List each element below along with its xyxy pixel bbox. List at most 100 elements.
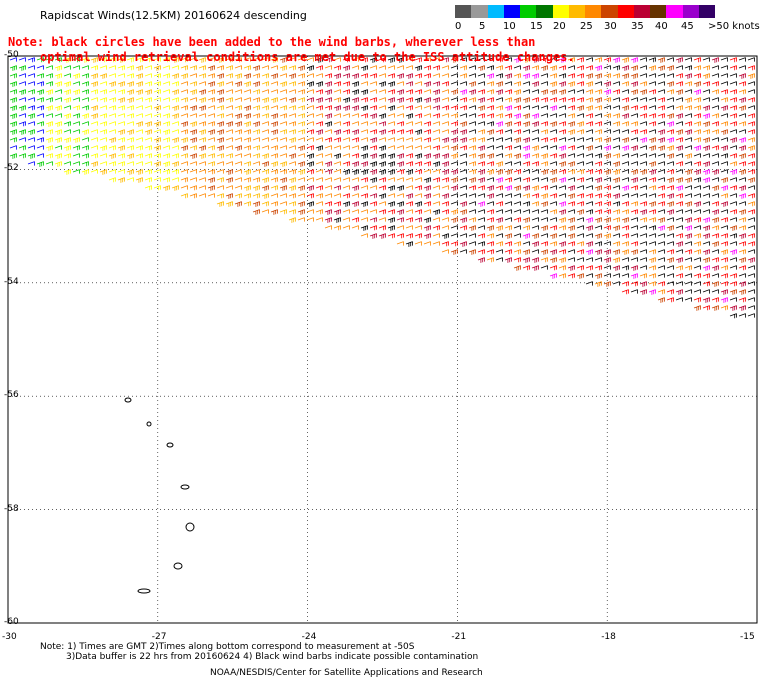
wind-barb [648,193,656,198]
wind-barb [342,169,350,175]
wind-barb [594,57,602,63]
wind-barb [747,161,755,167]
wind-barb [594,209,602,215]
wind-barb [657,265,665,270]
wind-barb [279,97,287,102]
island-outline [173,562,183,570]
legend-tick-label: 35 [631,21,644,32]
wind-barb [315,129,323,135]
wind-barb [36,153,44,158]
wind-barb [531,121,539,127]
wind-barb [234,73,242,79]
wind-barb [252,161,260,166]
wind-barb [702,121,710,127]
wind-barb [621,121,629,127]
latitude-label: -50 [4,50,19,60]
wind-barb [423,81,431,87]
wind-barb [549,169,557,175]
wind-barb [612,57,620,63]
wind-barb [225,129,233,134]
wind-barb [99,137,107,142]
wind-barb [18,145,26,151]
wind-barb [549,161,557,166]
wind-barb [162,57,170,63]
wind-barb [351,73,359,79]
wind-barb [189,81,197,87]
wind-barb [621,105,629,111]
wind-barb [648,73,656,78]
wind-barb [423,129,431,135]
wind-barb [216,81,224,87]
footer-note-line-2: 3)Data buffer is 22 hrs from 20160624 4)… [66,652,479,662]
wind-barb [279,153,287,158]
wind-barb [639,65,647,70]
wind-barb [252,185,260,191]
wind-barb [657,145,665,151]
wind-barb [315,145,323,151]
wind-barb [558,233,566,238]
wind-barb [612,65,620,71]
wind-barb [738,209,746,215]
wind-barb [711,89,719,95]
wind-barb [630,81,638,87]
wind-barb [252,121,260,127]
wind-barb [720,305,728,311]
wind-barb [99,161,107,166]
wind-barb [648,57,656,63]
wind-barb [549,97,557,103]
wind-barb [666,289,674,295]
wind-barb [18,137,26,142]
wind-barb [153,73,161,79]
wind-barb [324,201,332,207]
wind-barb [630,129,638,135]
wind-barb [243,169,251,175]
wind-barb [612,73,620,79]
wind-barb [612,257,620,263]
wind-barb [666,169,674,175]
wind-barb [648,217,656,223]
wind-barb [630,249,638,255]
wind-barb [54,137,62,143]
wind-barb [513,145,521,150]
wind-barb [576,257,584,262]
wind-barb [135,65,143,71]
wind-barb [342,225,350,230]
wind-barb [558,129,566,135]
wind-barb [567,201,575,207]
wind-barb [540,81,548,86]
wind-barb [738,105,746,111]
wind-barb [351,201,359,207]
wind-barb [90,105,98,111]
wind-barb [54,89,62,94]
wind-barb [603,193,611,199]
wind-barb [414,193,422,198]
wind-barb [333,113,341,118]
wind-barb [486,161,494,167]
wind-barb [405,137,413,142]
wind-barb [198,153,206,159]
wind-barb [504,209,512,214]
wind-barb [486,113,494,119]
wind-barb [306,145,314,151]
wind-barb [468,177,476,183]
wind-barb [297,185,305,191]
wind-barb [45,97,53,103]
legend-tick-label: >50 knots [708,21,760,32]
wind-barb [702,89,710,94]
wind-barb [459,153,467,158]
wind-barb [558,217,566,223]
wind-barb [576,73,584,79]
wind-barb [621,289,629,295]
wind-barb [693,121,701,127]
wind-barb [342,129,350,135]
wind-barb [720,193,728,199]
wind-barb [612,169,620,175]
wind-barb [567,57,575,63]
wind-barb [198,57,206,63]
wind-barb [729,249,737,255]
wind-barb [441,249,449,254]
wind-barb [576,185,584,190]
wind-barb [702,105,710,111]
wind-barb [666,65,674,71]
wind-barb [216,193,224,199]
